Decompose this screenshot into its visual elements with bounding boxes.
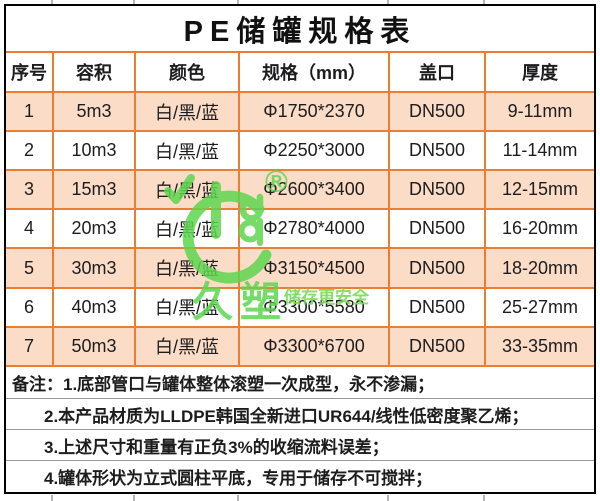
- cell-lid: DN500: [388, 247, 486, 289]
- col-header-index: 序号: [6, 51, 54, 94]
- cell-spec: Φ3150*4500: [238, 247, 390, 289]
- cell-index: 7: [6, 325, 54, 367]
- note-row: 4.罐体形状为立式圆柱平底，专用于储存不可搅拌；: [6, 460, 594, 492]
- cell-capacity: 5m3: [52, 91, 136, 133]
- cell-color: 白/黑/蓝: [134, 208, 240, 250]
- cell-index: 5: [6, 247, 54, 289]
- note-text: 3.上述尺寸和重量有正负3%的收缩流料误差；: [6, 429, 594, 461]
- cell-color: 白/黑/蓝: [134, 247, 240, 289]
- cell-color: 白/黑/蓝: [134, 169, 240, 211]
- table-row: 4 20m3 白/黑/蓝 Φ2780*4000 DN500 16-20mm: [6, 208, 594, 250]
- cell-lid: DN500: [388, 130, 486, 172]
- gridline-tick: [133, 495, 135, 501]
- gridline-tick: [387, 0, 389, 4]
- table-row: 6 40m3 白/黑/蓝 Φ3300*5580 DN500 25-27mm: [6, 286, 594, 328]
- cell-lid: DN500: [388, 91, 486, 133]
- cell-lid: DN500: [388, 286, 486, 328]
- note-text: 1.底部管口与罐体整体滚塑一次成型，永不渗漏；: [63, 375, 435, 394]
- cell-color: 白/黑/蓝: [134, 325, 240, 367]
- cell-spec: Φ1750*2370: [238, 91, 390, 133]
- cell-thickness: 33-35mm: [484, 325, 594, 367]
- cell-lid: DN500: [388, 325, 486, 367]
- cell-index: 4: [6, 208, 54, 250]
- cell-capacity: 40m3: [52, 286, 136, 328]
- gridline-tick: [483, 495, 485, 501]
- cell-thickness: 25-27mm: [484, 286, 594, 328]
- cell-capacity: 50m3: [52, 325, 136, 367]
- col-header-spec: 规格（mm）: [238, 51, 390, 94]
- cell-color: 白/黑/蓝: [134, 286, 240, 328]
- spec-table: PE储罐规格表 序号 容积 颜色 规格（mm） 盖口 厚度 1 5m3 白/黑/…: [6, 6, 594, 492]
- gridline-tick: [387, 495, 389, 501]
- cell-index: 1: [6, 91, 54, 133]
- page-title: PE储罐规格表: [6, 6, 594, 54]
- cell-thickness: 18-20mm: [484, 247, 594, 289]
- table-row: 5 30m3 白/黑/蓝 Φ3150*4500 DN500 18-20mm: [6, 247, 594, 289]
- col-header-color: 颜色: [134, 51, 240, 94]
- gridline-tick: [133, 0, 135, 4]
- cell-spec: Φ2250*3000: [238, 130, 390, 172]
- note-row: 3.上述尺寸和重量有正负3%的收缩流料误差；: [6, 429, 594, 461]
- note-text: 4.罐体形状为立式圆柱平底，专用于储存不可搅拌；: [6, 460, 594, 492]
- note-row: 2.本产品材质为LLDPE韩国全新进口UR644/线性低密度聚乙烯；: [6, 398, 594, 430]
- cell-lid: DN500: [388, 208, 486, 250]
- gridline-tick: [237, 0, 239, 4]
- cell-index: 3: [6, 169, 54, 211]
- cell-spec: Φ3300*6700: [238, 325, 390, 367]
- cell-index: 6: [6, 286, 54, 328]
- notes-label: 备注：: [12, 375, 63, 394]
- table-row: 7 50m3 白/黑/蓝 Φ3300*6700 DN500 33-35mm: [6, 325, 594, 367]
- cell-spec: Φ3300*5580: [238, 286, 390, 328]
- cell-lid: DN500: [388, 169, 486, 211]
- cell-capacity: 20m3: [52, 208, 136, 250]
- cell-thickness: 12-15mm: [484, 169, 594, 211]
- gridline-tick: [237, 495, 239, 501]
- cell-capacity: 15m3: [52, 169, 136, 211]
- cell-spec: Φ2600*3400: [238, 169, 390, 211]
- cell-index: 2: [6, 130, 54, 172]
- cell-color: 白/黑/蓝: [134, 91, 240, 133]
- table-row: 1 5m3 白/黑/蓝 Φ1750*2370 DN500 9-11mm: [6, 91, 594, 133]
- cell-thickness: 16-20mm: [484, 208, 594, 250]
- table-row: 2 10m3 白/黑/蓝 Φ2250*3000 DN500 11-14mm: [6, 130, 594, 172]
- cell-capacity: 10m3: [52, 130, 136, 172]
- note-row: 备注：1.底部管口与罐体整体滚塑一次成型，永不渗漏；: [6, 364, 594, 399]
- cell-capacity: 30m3: [52, 247, 136, 289]
- gridline-tick: [51, 0, 53, 4]
- col-header-lid: 盖口: [388, 51, 486, 94]
- table-frame: PE储罐规格表 序号 容积 颜色 规格（mm） 盖口 厚度 1 5m3 白/黑/…: [4, 4, 596, 494]
- col-header-thickness: 厚度: [484, 51, 594, 94]
- cell-color: 白/黑/蓝: [134, 130, 240, 172]
- gridline-tick: [483, 0, 485, 4]
- col-header-capacity: 容积: [52, 51, 136, 94]
- cell-thickness: 9-11mm: [484, 91, 594, 133]
- gridline-tick: [51, 495, 53, 501]
- note-text: 2.本产品材质为LLDPE韩国全新进口UR644/线性低密度聚乙烯；: [6, 398, 594, 430]
- cell-spec: Φ2780*4000: [238, 208, 390, 250]
- table-row: 3 15m3 白/黑/蓝 Φ2600*3400 DN500 12-15mm: [6, 169, 594, 211]
- header-row: 序号 容积 颜色 规格（mm） 盖口 厚度: [6, 51, 594, 94]
- cell-thickness: 11-14mm: [484, 130, 594, 172]
